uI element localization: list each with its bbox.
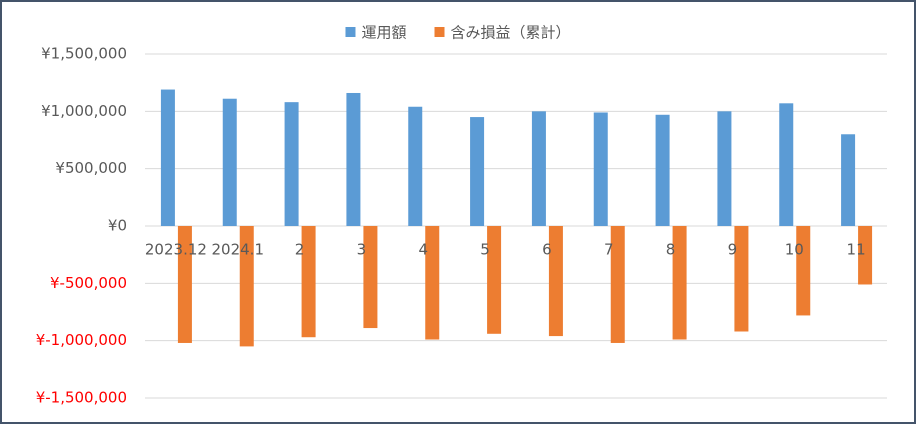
bar bbox=[160, 89, 175, 227]
legend-swatch bbox=[434, 27, 445, 37]
x-tick-label: 9 bbox=[728, 241, 738, 259]
bar bbox=[363, 226, 378, 329]
bar bbox=[548, 226, 563, 337]
bar bbox=[408, 106, 423, 226]
y-tick-label: ¥1,000,000 bbox=[41, 102, 127, 120]
bar bbox=[734, 226, 749, 332]
x-tick-label: 4 bbox=[418, 241, 428, 259]
bar bbox=[593, 112, 608, 226]
x-tick-label: 7 bbox=[604, 241, 614, 259]
x-tick-label: 11 bbox=[847, 241, 866, 259]
bar bbox=[222, 98, 237, 226]
y-tick-label: ¥-1,500,000 bbox=[36, 389, 127, 407]
bar bbox=[858, 226, 873, 285]
bar bbox=[841, 134, 856, 226]
bar bbox=[284, 102, 299, 226]
bar bbox=[425, 226, 440, 340]
legend-label: 含み損益（累計） bbox=[451, 24, 571, 42]
y-tick-label: ¥0 bbox=[108, 217, 127, 235]
x-tick-label: 10 bbox=[785, 241, 804, 259]
bar bbox=[779, 103, 794, 226]
x-tick-label: 3 bbox=[357, 241, 367, 259]
bar bbox=[301, 226, 316, 338]
x-tick-label: 8 bbox=[666, 241, 676, 259]
bar bbox=[346, 92, 361, 226]
y-tick-label: ¥-1,000,000 bbox=[36, 331, 127, 349]
y-tick-label: ¥-500,000 bbox=[50, 274, 127, 292]
bar bbox=[177, 226, 192, 343]
bar bbox=[239, 226, 254, 347]
y-tick-label: ¥500,000 bbox=[55, 159, 127, 177]
y-tick-label: ¥1,500,000 bbox=[41, 45, 127, 63]
bar bbox=[717, 111, 732, 226]
x-tick-label: 6 bbox=[542, 241, 552, 259]
bar bbox=[655, 114, 670, 226]
bar bbox=[672, 226, 687, 340]
bar bbox=[487, 226, 502, 334]
bar bbox=[796, 226, 811, 316]
x-tick-label: 5 bbox=[480, 241, 490, 259]
bar bbox=[531, 111, 546, 226]
x-tick-label: 2023.12 bbox=[145, 241, 207, 259]
bar bbox=[610, 226, 625, 343]
legend-label: 運用額 bbox=[361, 24, 406, 42]
bar bbox=[470, 117, 485, 226]
x-tick-label: 2024.1 bbox=[212, 241, 265, 259]
x-tick-label: 2 bbox=[295, 241, 305, 259]
legend-swatch bbox=[345, 27, 356, 37]
